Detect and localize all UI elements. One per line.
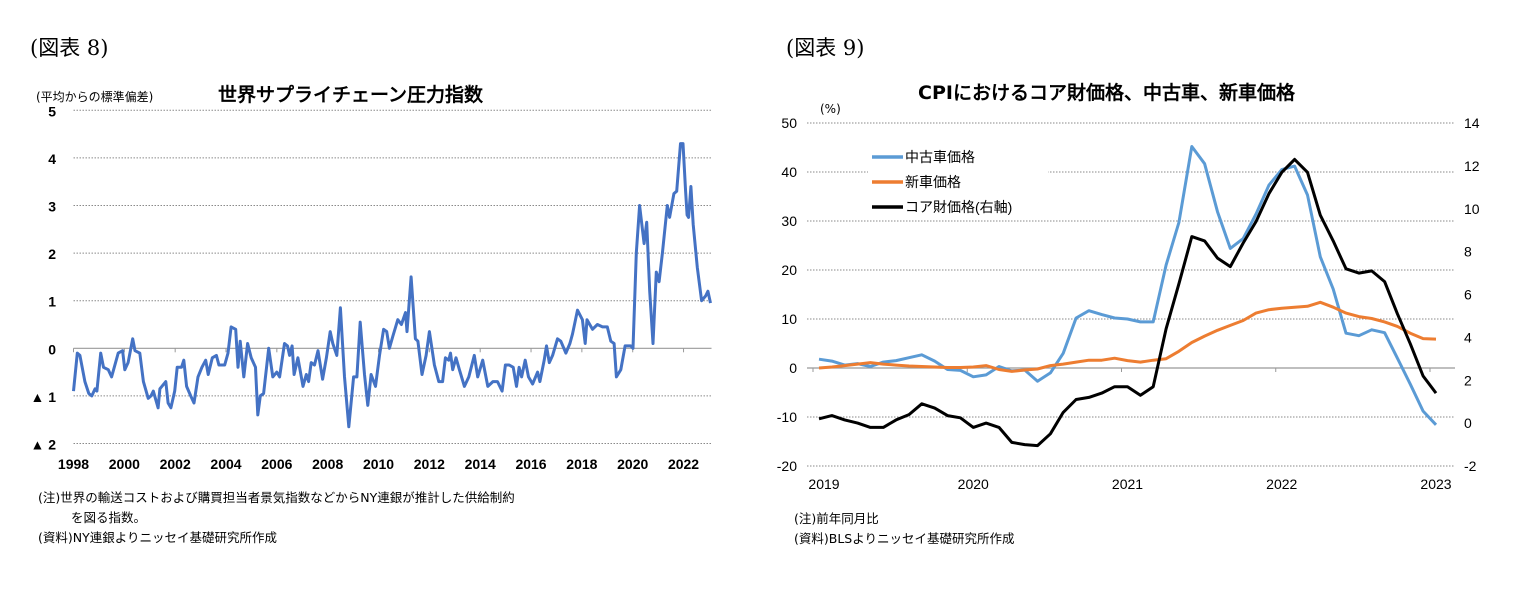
left-y-tick-label: 20 [781, 262, 797, 278]
x-tick-label: 2022 [1266, 476, 1297, 492]
left-y-tick-label: 50 [781, 115, 797, 131]
legend-box [868, 142, 1048, 212]
y-tick-label: 3 [48, 199, 56, 215]
left-y-tick-label: 40 [781, 164, 797, 180]
right-y-tick-label: 6 [1464, 287, 1472, 303]
x-tick-label: 2020 [958, 476, 989, 492]
y-tick-label: 4 [48, 151, 56, 167]
left-note: (注)世界の輸送コストおよび購買担当者景気指数などからNY連銀が推計した供給制約… [38, 488, 515, 548]
x-tick-label: 2004 [210, 456, 241, 472]
x-tick-label: 2010 [363, 456, 394, 472]
right-y-tick-label: 0 [1464, 415, 1472, 431]
y-tick-label: ▲ 2 [30, 437, 56, 453]
x-tick-label: 2019 [808, 476, 839, 492]
right-y-tick-label: 8 [1464, 244, 1472, 260]
x-tick-label: 2022 [668, 456, 699, 472]
right-y-tick-label: 12 [1464, 158, 1480, 174]
right-source: (資料)BLSよりニッセイ基礎研究所作成 [794, 531, 1015, 546]
left-note-line-2: を図る指数。 [71, 510, 147, 525]
x-tick-label: 2000 [109, 456, 140, 472]
figure-label-8: (図表 8) [30, 36, 109, 60]
x-tick-label: 2021 [1112, 476, 1143, 492]
left-chart-title: 世界サプライチェーン圧力指数 [218, 84, 484, 106]
x-tick-label: 2014 [465, 456, 496, 472]
gscpi-line [72, 142, 712, 429]
right-note: (注)前年同月比 (資料)BLSよりニッセイ基礎研究所作成 [794, 509, 1014, 549]
x-tick-label: 2008 [312, 456, 343, 472]
series-line-2 [818, 300, 1437, 373]
left-y-tick-label: 10 [781, 311, 797, 327]
left-y-tick-label: -10 [777, 409, 797, 425]
legend-label: 新車価格 [905, 174, 961, 190]
y-tick-label: 1 [48, 294, 56, 310]
right-chart-title: CPIにおけるコア財価格、中古車、新車価格 [918, 82, 1295, 104]
right-y-tick-label: 14 [1464, 115, 1480, 131]
left-source: (資料)NY連銀よりニッセイ基礎研究所作成 [38, 530, 277, 545]
x-tick-label: 2020 [617, 456, 648, 472]
right-y-tick-label: -2 [1464, 458, 1477, 474]
series-line-3 [818, 157, 1438, 448]
left-y-unit-label: (平均からの標準偏差) [36, 90, 154, 104]
x-tick-label: 2002 [160, 456, 191, 472]
x-tick-label: 2018 [566, 456, 597, 472]
right-y-tick-label: 4 [1464, 329, 1472, 345]
y-tick-label: 5 [48, 103, 56, 119]
left-y-tick-label: 30 [781, 213, 797, 229]
x-tick-label: 2023 [1420, 476, 1451, 492]
legend-label: コア財価格(右軸) [905, 199, 1012, 215]
left-note-line-1: (注)世界の輸送コストおよび購買担当者景気指数などからNY連銀が推計した供給制約 [38, 490, 515, 505]
y-tick-label: 2 [48, 246, 56, 262]
x-tick-label: 2006 [261, 456, 292, 472]
y-tick-label: ▲ 1 [30, 389, 56, 405]
figure-label-9: (図表 9) [786, 36, 865, 60]
y-tick-label: 0 [48, 341, 56, 357]
right-note-line-1: (注)前年同月比 [794, 511, 879, 526]
right-y-tick-label: 10 [1464, 201, 1480, 217]
right-y-tick-label: 2 [1464, 372, 1472, 388]
legend-label: 中古車価格 [905, 149, 975, 165]
left-y-tick-label: -20 [777, 458, 797, 474]
x-tick-label: 2012 [414, 456, 445, 472]
x-tick-label: 2016 [515, 456, 546, 472]
right-y-unit-label: (%) [820, 102, 841, 116]
x-tick-label: 1998 [58, 456, 89, 472]
series-line-1 [818, 145, 1438, 426]
left-y-tick-label: 0 [789, 360, 797, 376]
